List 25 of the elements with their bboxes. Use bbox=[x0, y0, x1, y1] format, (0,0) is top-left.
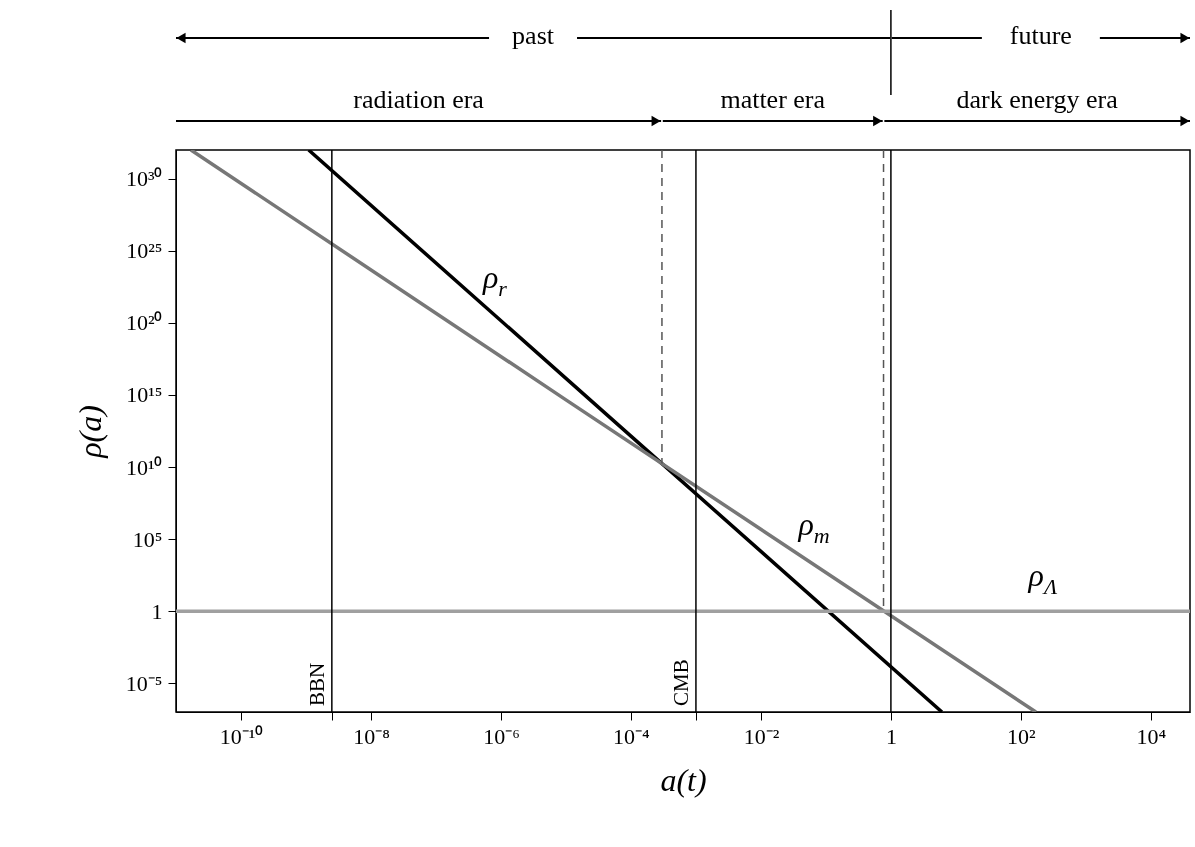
text: dark energy era bbox=[956, 85, 1119, 114]
text: matter era bbox=[720, 85, 826, 114]
y-tick-label: 10¹⁵ bbox=[126, 382, 163, 408]
x-axis-title: a(t) bbox=[660, 761, 707, 798]
x-tick-label: 10² bbox=[1007, 723, 1037, 749]
y-tick-label: 10¹⁰ bbox=[125, 454, 163, 480]
y-tick-label: 10³⁰ bbox=[125, 166, 163, 192]
y-axis-title: ρ(a) bbox=[71, 405, 108, 459]
x-tick-label: 10⁻² bbox=[743, 723, 780, 749]
text: future bbox=[1009, 21, 1072, 50]
x-tick-label: 10⁻¹⁰ bbox=[219, 723, 264, 749]
x-tick-label: 10⁴ bbox=[1136, 723, 1167, 749]
ref-line-label: CMB bbox=[668, 659, 693, 706]
x-tick-label: 10⁻⁶ bbox=[483, 723, 520, 749]
x-tick-label: 10⁻⁴ bbox=[613, 723, 651, 749]
y-tick-label: 10²⁵ bbox=[126, 238, 163, 264]
text: radiation era bbox=[353, 85, 485, 114]
y-tick-label: 10²⁰ bbox=[125, 310, 163, 336]
y-tick-label: 10⁻⁵ bbox=[125, 670, 163, 696]
x-tick-label: 10⁻⁸ bbox=[353, 723, 390, 749]
text: past bbox=[512, 21, 555, 50]
y-tick-label: 1 bbox=[151, 598, 163, 624]
x-tick-label: 1 bbox=[885, 723, 897, 749]
ref-line-label: BBN bbox=[304, 662, 329, 706]
y-tick-label: 10⁵ bbox=[132, 526, 163, 552]
